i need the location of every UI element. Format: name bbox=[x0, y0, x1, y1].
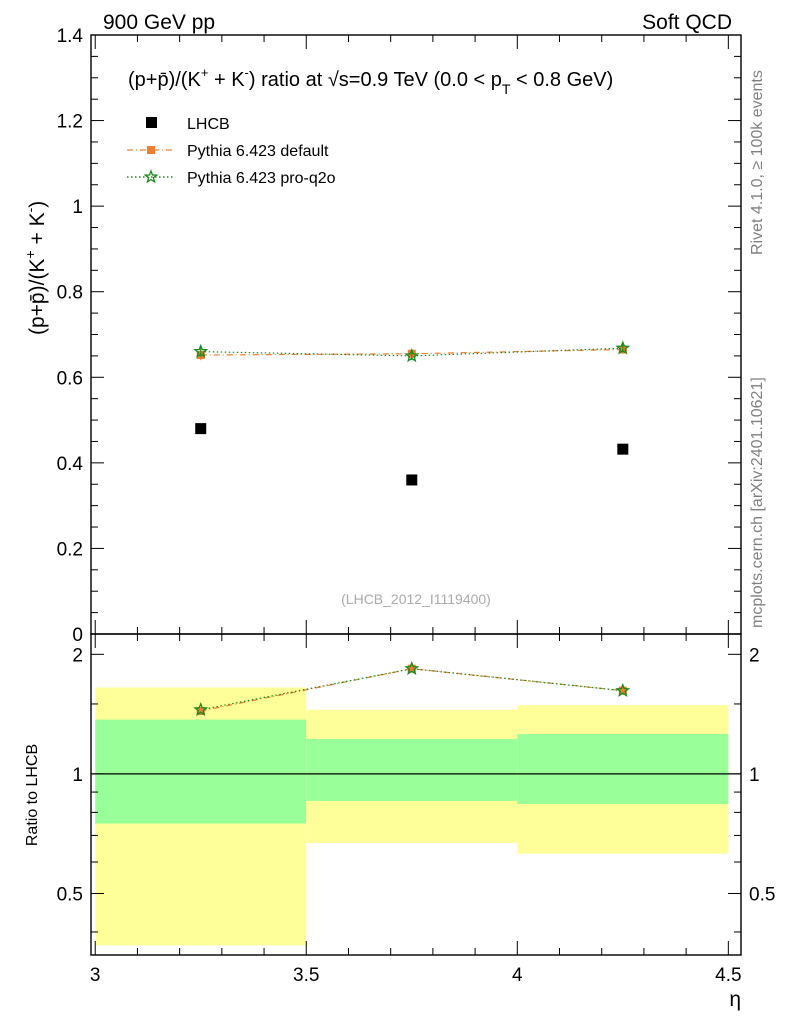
legend-label-lhcb: LHCB bbox=[187, 116, 230, 133]
lhcb-data-point bbox=[195, 423, 207, 435]
ratio-uncertainty-bands bbox=[95, 687, 729, 946]
legend-marker-pythia-pro-q2o bbox=[143, 169, 159, 184]
ratio-frame bbox=[90, 633, 742, 956]
pythia-pro-q2o-point bbox=[404, 348, 420, 363]
ratio-y-tick-label: 0.5 bbox=[57, 884, 83, 905]
main-y-tick-label: 0.6 bbox=[57, 368, 83, 389]
main-y-tick-label: 1.2 bbox=[57, 112, 83, 133]
ratio-panel: 0.5 1 2 0.5 1 2 3 3.5 4 4.5 Ratio to LHCB η bbox=[24, 633, 775, 1011]
ratio-x-tick-label: 4 bbox=[512, 965, 523, 986]
ratio-band-green bbox=[517, 734, 729, 804]
main-y-tick-label: 1.4 bbox=[57, 26, 84, 47]
main-y-tick-label: 0.4 bbox=[57, 454, 84, 475]
legend: LHCB Pythia 6.423 default Pythia 6.423 p… bbox=[127, 116, 336, 187]
ratio-data-points bbox=[193, 660, 631, 717]
ratio-pythia-pro-q2o-point bbox=[404, 660, 420, 676]
ratio-pythia-default-point bbox=[618, 686, 627, 695]
ratio-x-tick-label: 4.5 bbox=[715, 965, 741, 986]
main-y-tick-labels: 0 0.2 0.4 0.6 0.8 1 1.2 1.4 bbox=[57, 26, 84, 646]
ratio-y-tick-labels: 0.5 1 2 bbox=[57, 645, 83, 905]
main-ticks bbox=[91, 34, 741, 635]
ratio-y-tick-label-right: 1 bbox=[749, 765, 760, 786]
ratio-y-axis-label: Ratio to LHCB bbox=[24, 744, 41, 846]
rivet-label: Rivet 4.1.0, ≥ 100k events bbox=[749, 70, 766, 255]
main-y-tick-label: 0.2 bbox=[57, 539, 83, 560]
x-axis-label: η bbox=[729, 988, 741, 1011]
header-category-label: Soft QCD bbox=[642, 11, 732, 34]
ratio-x-tick-label: 3 bbox=[90, 965, 101, 986]
ratio-pythia-pro-q2o-point bbox=[615, 682, 631, 698]
ratio-series-line bbox=[200, 668, 623, 711]
main-y-tick-label: 0.8 bbox=[57, 283, 83, 304]
main-data-points bbox=[193, 340, 631, 486]
ratio-x-tick-labels: 3 3.5 4 4.5 bbox=[90, 965, 742, 986]
ratio-pythia-pro-q2o-point bbox=[193, 701, 209, 717]
ratio-y-tick-label: 1 bbox=[72, 765, 83, 786]
main-panel: 0 0.2 0.4 0.6 0.8 1 1.2 1.4 (LHCB_2012_I1119400… bbox=[22, 26, 742, 646]
legend-label-pythia-default: Pythia 6.423 default bbox=[187, 143, 329, 160]
main-title: (p+p̄)/(K+ + K-) ratio at √s=0.9 TeV (0.… bbox=[128, 65, 613, 97]
mcplots-label: mcplots.cern.ch [arXiv:2401.10621] bbox=[749, 377, 766, 628]
header-energy-label: 900 GeV pp bbox=[103, 11, 215, 34]
ratio-series-lines bbox=[200, 668, 623, 712]
ratio-y-tick-label-right: 0.5 bbox=[749, 884, 775, 905]
main-y-axis-label: (p+p̄)/(K+ + K-) bbox=[22, 201, 49, 335]
main-y-tick-label: 0 bbox=[72, 625, 83, 646]
ratio-y-tick-labels-right: 0.5 1 2 bbox=[749, 645, 775, 905]
ratio-x-tick-label: 3.5 bbox=[293, 965, 319, 986]
ratio-band-green bbox=[306, 738, 518, 801]
lhcb-data-point bbox=[406, 474, 418, 486]
pythia-pro-q2o-point bbox=[615, 340, 631, 355]
ratio-y-tick-label-right: 2 bbox=[749, 645, 760, 666]
ratio-band-green bbox=[95, 719, 307, 824]
ratio-y-tick-label: 2 bbox=[72, 645, 83, 666]
ratio-ticks bbox=[91, 634, 741, 955]
lhcb-data-point bbox=[617, 443, 629, 455]
ratio-pythia-default-point bbox=[407, 664, 416, 673]
main-y-tick-label: 1 bbox=[72, 197, 83, 218]
legend-label-pythia-pro-q2o: Pythia 6.423 pro-q2o bbox=[187, 170, 336, 187]
analysis-watermark: (LHCB_2012_I1119400) bbox=[341, 591, 491, 607]
ratio-pythia-default-point bbox=[196, 706, 205, 715]
pythia-pro-q2o-point bbox=[193, 343, 209, 358]
legend-marker-lhcb bbox=[146, 117, 157, 128]
legend-marker-pythia-default bbox=[147, 146, 155, 154]
